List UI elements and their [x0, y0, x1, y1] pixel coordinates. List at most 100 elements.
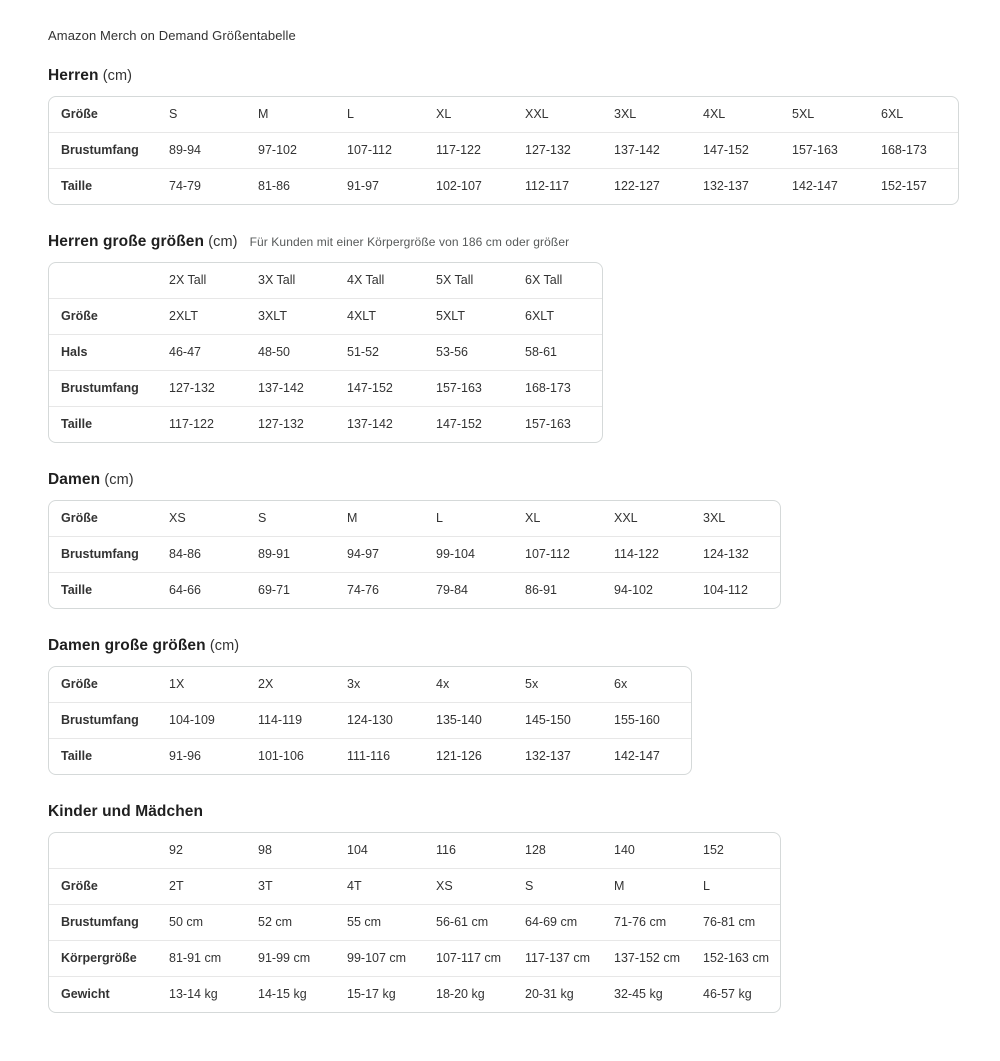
size-value: 74-79 [157, 168, 246, 204]
size-chart-sections: Herren (cm) Größe S M L XL XXL 3XL 4XL 5XL 6XL Brus… [48, 67, 959, 1013]
size-value: 99-104 [424, 536, 513, 572]
size-value: 91-96 [157, 738, 246, 774]
size-value: 3X Tall [258, 273, 296, 287]
row-label: Größe [61, 511, 98, 525]
size-value: 18-20 kg [424, 976, 513, 1012]
size-value: M [347, 511, 358, 525]
size-value: 127-132 [246, 406, 335, 442]
size-value: 94-102 [602, 572, 691, 608]
section-heading-unit: (cm) [205, 638, 240, 654]
section-heading-unit: (cm) [100, 472, 134, 488]
size-value: 97-102 [246, 132, 335, 168]
size-value: 14-15 kg [246, 976, 335, 1012]
size-value: 20-31 kg [513, 976, 602, 1012]
row-label: Größe [61, 107, 98, 121]
size-value: 107-117 cm [424, 940, 513, 976]
size-value: 3XLT [246, 298, 335, 334]
size-value: S [513, 868, 602, 904]
size-value: 122-127 [602, 168, 691, 204]
section-heading-text: Kinder und Mädchen [48, 803, 204, 820]
row-label: Größe [49, 298, 157, 334]
size-value: 107-112 [513, 536, 602, 572]
size-value: 91-99 cm [246, 940, 335, 976]
size-value: 98 [258, 843, 272, 857]
size-value: 4T [335, 868, 424, 904]
size-value: 81-91 cm [157, 940, 246, 976]
size-value: 128 [525, 843, 546, 857]
section-heading: Damen (cm) [48, 471, 955, 489]
row-label: Brustumfang [49, 536, 157, 572]
size-value: 46-47 [157, 334, 246, 370]
size-value: 147-152 [691, 132, 780, 168]
size-value: 6x [614, 677, 628, 691]
size-value: 155-160 [602, 702, 691, 738]
size-value: 137-142 [602, 132, 691, 168]
size-value: 127-132 [513, 132, 602, 168]
table-row: Taille 91-96 101-106 111-116 121-126 132-137 1… [49, 738, 691, 774]
table-row: Taille 117-122 127-132 137-142 147-152 157-16… [49, 406, 602, 442]
row-label: Größe [49, 868, 157, 904]
size-value: 5XLT [424, 298, 513, 334]
size-value: 157-163 [424, 370, 513, 406]
size-value: 101-106 [246, 738, 335, 774]
size-value: 117-122 [157, 406, 246, 442]
size-value: 92 [169, 843, 183, 857]
size-value: 55 cm [335, 904, 424, 940]
table-row: Brustumfang 89-94 97-102 107-112 117-122 127-… [49, 132, 958, 168]
size-value: 79-84 [424, 572, 513, 608]
size-value: 111-116 [335, 738, 424, 774]
size-value: 5X Tall [436, 273, 474, 287]
section-heading-unit: (cm) [204, 234, 238, 250]
size-value: 15-17 kg [335, 976, 424, 1012]
size-value: 3x [347, 677, 361, 691]
size-value: 86-91 [513, 572, 602, 608]
row-label: Taille [49, 738, 157, 774]
size-value: 147-152 [335, 370, 424, 406]
size-value: 4x [436, 677, 450, 691]
row-label: Brustumfang [49, 904, 157, 940]
size-value: 114-122 [602, 536, 691, 572]
size-value: 64-69 cm [513, 904, 602, 940]
row-label: Taille [49, 406, 157, 442]
size-value: 91-97 [335, 168, 424, 204]
table-row: Größe 1X 2X 3x 4x 5x 6x [49, 667, 691, 702]
size-value: 52 cm [246, 904, 335, 940]
size-value: 48-50 [246, 334, 335, 370]
size-value: 69-71 [246, 572, 335, 608]
row-label: Körpergröße [49, 940, 157, 976]
table-row: Gewicht 13-14 kg 14-15 kg 15-17 kg 18-20 kg 2… [49, 976, 780, 1012]
size-value: L [691, 868, 780, 904]
section-note: Für Kunden mit einer Körpergröße von 186… [249, 235, 570, 249]
size-value: 112-117 [513, 168, 602, 204]
size-value: 102-107 [424, 168, 513, 204]
size-value: 51-52 [335, 334, 424, 370]
size-value: 127-132 [157, 370, 246, 406]
size-value: S [169, 107, 178, 121]
size-value: 2X [258, 677, 274, 691]
size-section-3: Damen große größen (cm) Größe 1X 2X 3x 4x 5x 6x… [48, 637, 955, 775]
size-value: 137-142 [335, 406, 424, 442]
size-value: 2T [157, 868, 246, 904]
row-label [49, 263, 157, 298]
size-value: 3T [246, 868, 335, 904]
section-heading-unit: (cm) [98, 68, 133, 84]
size-value: XXL [614, 511, 638, 525]
size-value: 132-137 [691, 168, 780, 204]
section-heading: Herren (cm) [48, 67, 955, 85]
section-heading-text: Herren große größen [48, 233, 205, 250]
size-value: 53-56 [424, 334, 513, 370]
size-table: Größe S M L XL XXL 3XL 4XL 5XL 6XL Brustumfang 89-9… [48, 96, 959, 205]
size-value: 32-45 kg [602, 976, 691, 1012]
row-label: Hals [49, 334, 157, 370]
size-value: 152 [703, 843, 724, 857]
size-value: 140 [614, 843, 635, 857]
size-value: 99-107 cm [335, 940, 424, 976]
size-value: 5x [525, 677, 539, 691]
size-value: XXL [525, 107, 549, 121]
table-row: Größe XS S M L XL XXL 3XL [49, 501, 780, 536]
size-value: 76-81 cm [691, 904, 780, 940]
table-row: Brustumfang 84-86 89-91 94-97 99-104 107-112 1… [49, 536, 780, 572]
size-table: Größe 1X 2X 3x 4x 5x 6x Brustumfang 104-109 114-1… [48, 666, 692, 775]
table-row: Brustumfang 50 cm 52 cm 55 cm 56-61 cm 64-69 … [49, 904, 780, 940]
size-section-4: Kinder und Mädchen 92 98 104 116 128 140 152 Grö… [48, 803, 955, 1013]
